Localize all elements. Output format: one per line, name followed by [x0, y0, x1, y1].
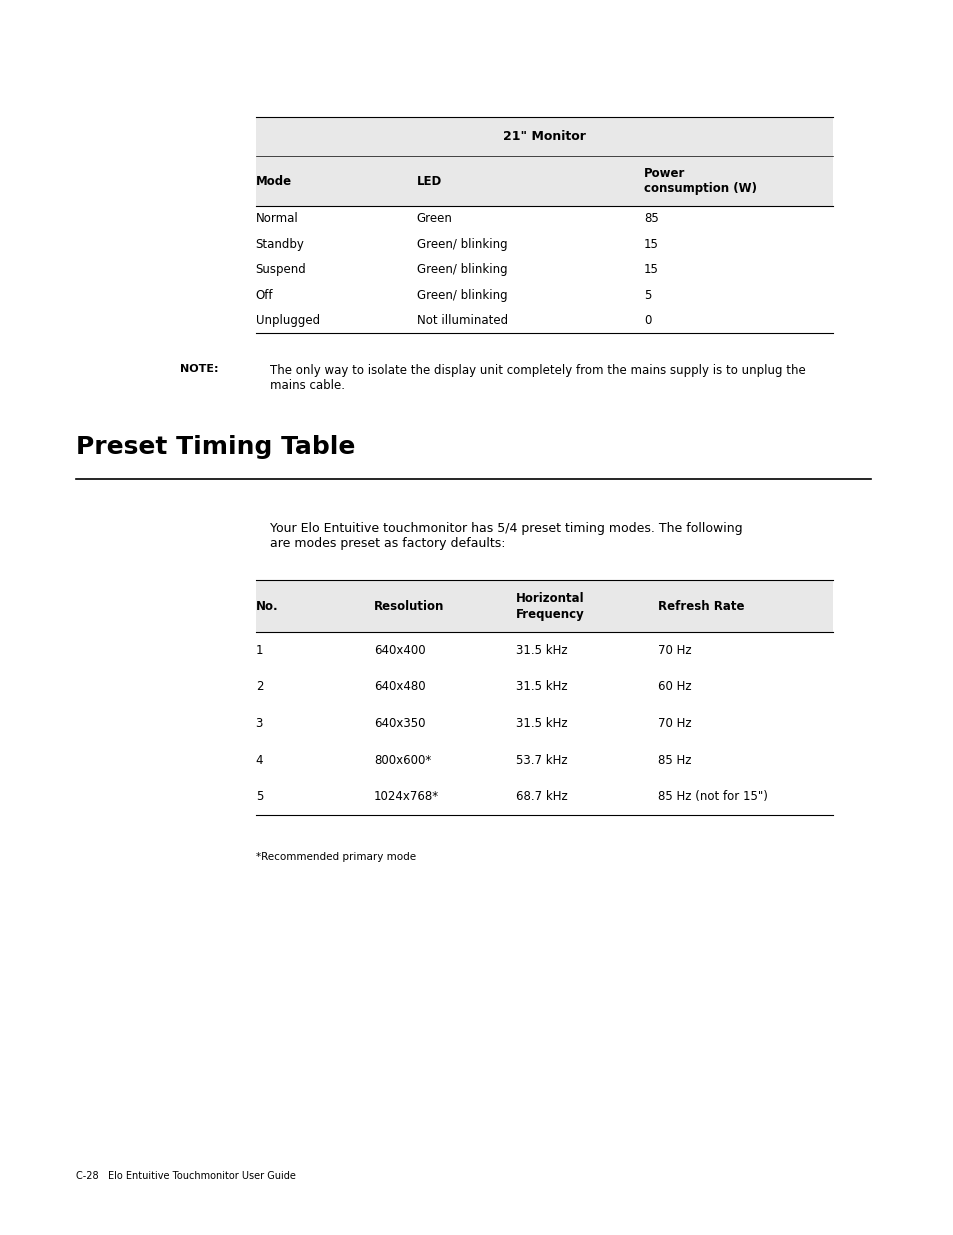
Text: 0: 0 [643, 314, 651, 327]
Text: Mode: Mode [255, 174, 292, 188]
Text: 85 Hz (not for 15"): 85 Hz (not for 15") [658, 790, 767, 803]
Text: 2: 2 [255, 680, 263, 694]
Text: Green/ blinking: Green/ blinking [416, 289, 507, 301]
Text: 640x350: 640x350 [374, 718, 425, 730]
Text: Preset Timing Table: Preset Timing Table [75, 436, 355, 459]
Text: 1024x768*: 1024x768* [374, 790, 438, 803]
Text: 3: 3 [255, 718, 263, 730]
Text: 31.5 kHz: 31.5 kHz [516, 680, 567, 694]
Text: Resolution: Resolution [374, 600, 444, 613]
Text: C-28   Elo Entuitive Touchmonitor User Guide: C-28 Elo Entuitive Touchmonitor User Gui… [75, 1171, 295, 1181]
Text: 31.5 kHz: 31.5 kHz [516, 643, 567, 657]
Text: 15: 15 [643, 263, 659, 277]
Text: 640x400: 640x400 [374, 643, 425, 657]
Text: Refresh Rate: Refresh Rate [658, 600, 743, 613]
Text: 4: 4 [255, 753, 263, 767]
Text: 5: 5 [643, 289, 651, 301]
Text: Green: Green [416, 212, 452, 225]
Text: 1: 1 [255, 643, 263, 657]
Text: 70 Hz: 70 Hz [658, 718, 691, 730]
Text: Standby: Standby [255, 237, 304, 251]
Text: 15: 15 [643, 237, 659, 251]
Text: Normal: Normal [255, 212, 298, 225]
Text: *Recommended primary mode: *Recommended primary mode [255, 852, 416, 862]
Text: Off: Off [255, 289, 273, 301]
Text: 70 Hz: 70 Hz [658, 643, 691, 657]
Text: 60 Hz: 60 Hz [658, 680, 691, 694]
Text: 85 Hz: 85 Hz [658, 753, 691, 767]
Text: 53.7 kHz: 53.7 kHz [516, 753, 567, 767]
Text: LED: LED [416, 174, 441, 188]
Text: 21" Monitor: 21" Monitor [502, 130, 585, 143]
Text: NOTE:: NOTE: [180, 364, 218, 374]
Text: 640x480: 640x480 [374, 680, 425, 694]
Text: Not illuminated: Not illuminated [416, 314, 507, 327]
Text: 800x600*: 800x600* [374, 753, 431, 767]
Text: Horizontal
Frequency: Horizontal Frequency [516, 592, 584, 621]
Text: Green/ blinking: Green/ blinking [416, 237, 507, 251]
Text: Suspend: Suspend [255, 263, 306, 277]
Text: Unplugged: Unplugged [255, 314, 319, 327]
Bar [255, 117, 832, 206]
Text: Green/ blinking: Green/ blinking [416, 263, 507, 277]
Text: 68.7 kHz: 68.7 kHz [516, 790, 567, 803]
Text: Your Elo Entuitive touchmonitor has 5/4 preset timing modes. The following
are m: Your Elo Entuitive touchmonitor has 5/4 … [270, 522, 741, 551]
Text: 85: 85 [643, 212, 658, 225]
Text: The only way to isolate the display unit completely from the mains supply is to : The only way to isolate the display unit… [270, 364, 804, 393]
Text: 31.5 kHz: 31.5 kHz [516, 718, 567, 730]
Text: Power
consumption (W): Power consumption (W) [643, 167, 756, 195]
Bar [255, 580, 832, 632]
Text: 5: 5 [255, 790, 263, 803]
Text: No.: No. [255, 600, 278, 613]
